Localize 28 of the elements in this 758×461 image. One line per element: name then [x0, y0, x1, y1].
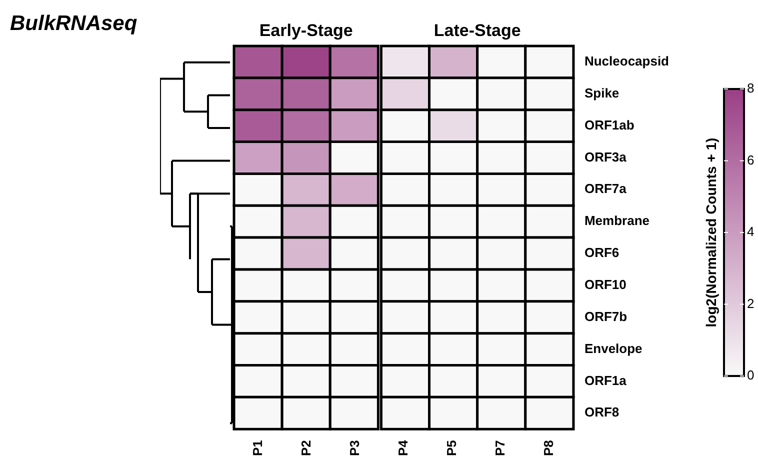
color-bar-label: 4	[747, 224, 754, 240]
y-tick-label: ORF1ab	[584, 117, 634, 132]
text: Late-Stage	[434, 21, 521, 40]
y-tick-label: Nucleocapsid	[584, 54, 670, 69]
y-tick-label: ORF7b	[584, 308, 628, 324]
color-bar-title: log2(Normalized Counts + 1)	[702, 138, 719, 328]
color-bar-label: 8	[747, 80, 754, 96]
text: Early-Stage	[259, 21, 353, 40]
y-tick-label: ORF3a	[584, 149, 628, 164]
x-tick-label: P4	[395, 439, 410, 456]
y-tick-label: Spike	[584, 85, 620, 100]
color-bar-label: 2	[747, 296, 754, 311]
color-bar-label: 6	[747, 152, 754, 168]
x-tick-label: P1	[250, 440, 265, 456]
y-tick-label: ORF1a	[584, 372, 628, 388]
x-tick-label: P2	[298, 440, 314, 456]
color-bar-label: 0	[747, 368, 754, 383]
y-tick-label: Membrane	[584, 213, 650, 228]
y-tick-label: ORF10	[584, 277, 626, 292]
y-tick-label: Envelope	[584, 340, 642, 356]
x-tick-label: P3	[346, 440, 362, 456]
x-tick-label: P5	[444, 440, 459, 456]
x-tick-label: P8	[540, 440, 556, 456]
y-tick-label: ORF7a	[584, 181, 628, 196]
chart-title: BulkRNAseq	[10, 12, 138, 36]
y-tick-label: ORF8	[584, 404, 620, 420]
x-tick-label: P7	[492, 440, 508, 456]
y-tick-label: ORF6	[584, 245, 620, 260]
